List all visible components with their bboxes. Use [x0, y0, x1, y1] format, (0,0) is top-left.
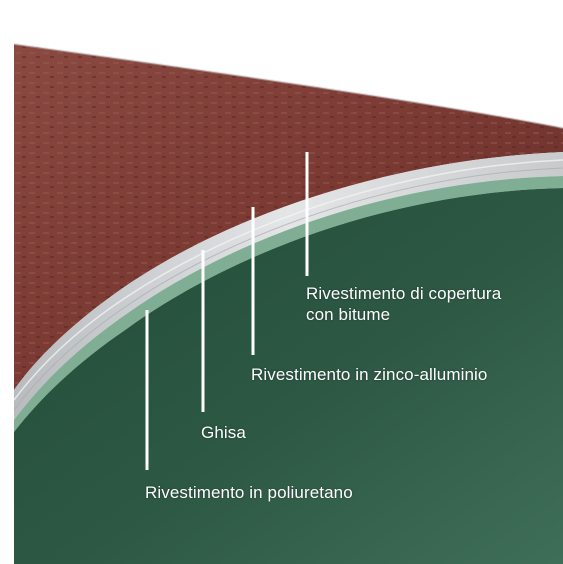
pipe-interior: [14, 188, 563, 564]
label-bitumen-line1: Rivestimento di copertura: [306, 284, 502, 303]
zinc-aluminium-layer: [14, 152, 563, 420]
label-polyurethane: Rivestimento in poliuretano: [145, 483, 353, 502]
label-zinc-aluminium: Rivestimento in zinco-alluminio: [251, 365, 488, 384]
label-bitumen-coating: Rivestimento di copertura con bitume: [306, 283, 501, 325]
label-bitumen-line2: con bitume: [306, 305, 391, 324]
label-cast-iron: Ghisa: [201, 423, 246, 442]
